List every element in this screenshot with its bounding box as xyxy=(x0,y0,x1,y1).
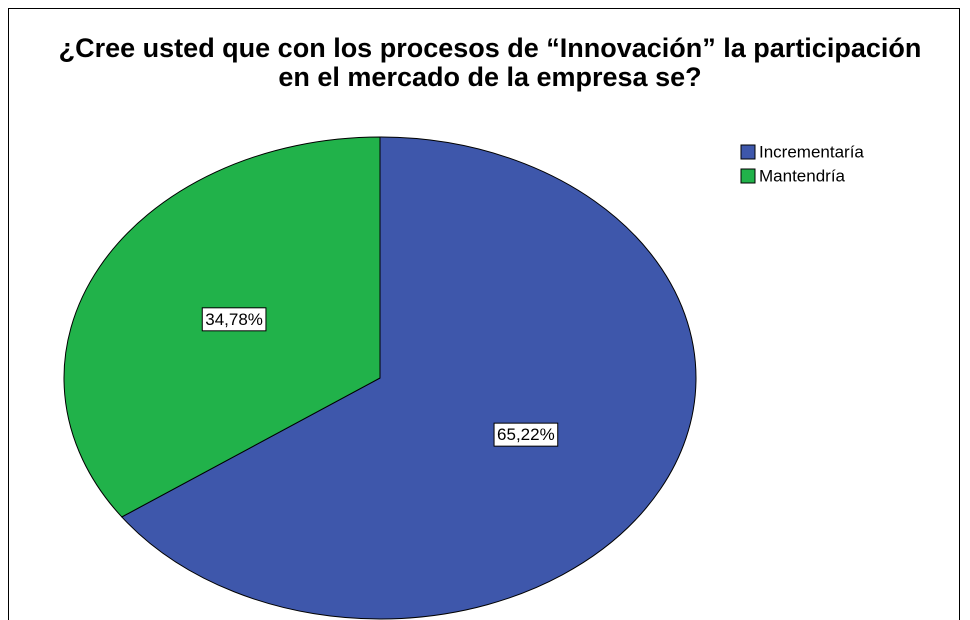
value-label: 34,78% xyxy=(205,310,263,329)
value-label-box xyxy=(493,422,559,447)
legend-label: Mantendría xyxy=(759,166,846,185)
value-label: 65,22% xyxy=(497,425,555,444)
chart-title: ¿Cree usted que con los procesos de “Inn… xyxy=(58,33,922,92)
legend-swatch xyxy=(740,144,756,160)
legend-swatch xyxy=(740,168,756,184)
value-label-box xyxy=(201,307,267,332)
chart-frame xyxy=(8,8,960,620)
legend-label: Incrementaría xyxy=(759,142,864,161)
pie-slice xyxy=(121,136,697,620)
